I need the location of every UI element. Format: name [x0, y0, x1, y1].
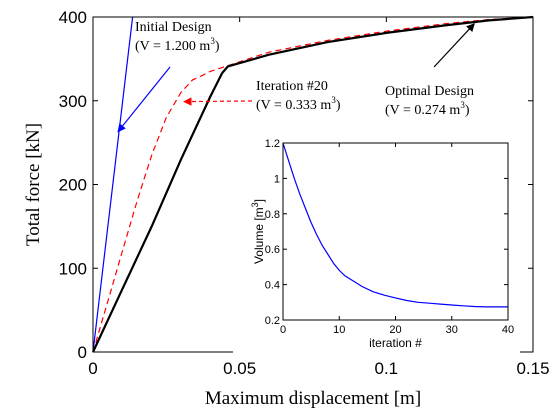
annotation-initial: Initial Design(V = 1.200 m3) — [117, 20, 220, 133]
y-tick-label: 400 — [59, 8, 87, 27]
annotation-volume: (V = 1.200 m3) — [135, 36, 220, 54]
inset-y-tick-label: 1.2 — [265, 138, 280, 150]
y-tick-label: 0 — [78, 343, 87, 362]
annotation-volume: (V = 0.333 m3) — [256, 95, 341, 113]
inset-chart: 0 10 20 30 40 0.2 0.4 0.6 0.8 1 1.2 iteration # Volu… — [233, 131, 520, 356]
inset-x-axis-label: iteration # — [369, 336, 422, 350]
inset-background — [233, 131, 520, 356]
x-tick-label: 0.05 — [223, 359, 256, 378]
inset-y-tick-label: 0.2 — [265, 315, 280, 327]
annotation-title: Optimal Design — [385, 84, 474, 99]
inset-y-tick-label: 0.4 — [265, 280, 280, 292]
y-tick-label: 200 — [59, 176, 87, 195]
annotation-title: Iteration #20 — [256, 79, 328, 94]
annotation-iteration: Iteration #20(V = 0.333 m3) — [183, 79, 341, 113]
inset-y-tick-label: 0.6 — [265, 244, 280, 256]
annotation-arrow — [183, 97, 253, 106]
y-tick-label: 100 — [59, 259, 87, 278]
inset-y-tick-label: 0.8 — [265, 209, 280, 221]
x-tick-label: 0 — [88, 359, 97, 378]
inset-x-tick-label: 10 — [333, 324, 345, 336]
x-axis-label: Maximum displacement [m] — [205, 388, 421, 409]
annotation-title: Initial Design — [135, 20, 212, 35]
inset-x-tick-label: 20 — [389, 324, 401, 336]
series-line-2 — [92, 15, 534, 353]
y-tick-label: 300 — [59, 92, 87, 111]
series-line-1 — [92, 16, 534, 353]
annotation-volume: (V = 0.274 m3) — [385, 100, 470, 118]
inset-x-tick-label: 30 — [446, 324, 458, 336]
inset-x-tick-label: 0 — [280, 324, 286, 336]
series-line-0 — [92, 16, 134, 353]
annotation-arrow — [117, 66, 171, 133]
inset-y-tick-label: 1 — [274, 173, 280, 185]
inset-series-line-0 — [282, 142, 508, 308]
inset-x-tick-label: 40 — [502, 324, 514, 336]
x-tick-label: 0.15 — [516, 359, 549, 378]
y-axis-label: Total force [kN] — [23, 123, 44, 246]
inset-y-axis-label: Volume [m3] — [250, 199, 266, 264]
annotation-optimal: Optimal Design(V = 0.274 m3) — [385, 23, 475, 118]
annotation-arrow — [433, 23, 475, 68]
x-tick-label: 0.1 — [375, 359, 399, 378]
